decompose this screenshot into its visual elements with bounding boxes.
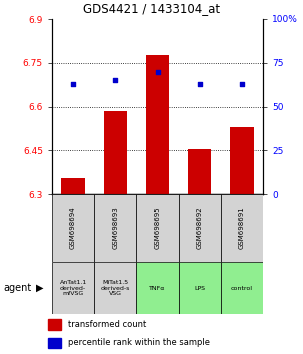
Bar <box>52 194 94 262</box>
Text: GSM698692: GSM698692 <box>197 207 203 249</box>
Text: agent: agent <box>3 283 31 293</box>
Bar <box>94 262 136 314</box>
Text: GSM698695: GSM698695 <box>155 207 161 249</box>
Text: GSM698694: GSM698694 <box>70 207 76 249</box>
Text: GDS4421 / 1433104_at: GDS4421 / 1433104_at <box>83 2 220 16</box>
Bar <box>221 194 263 262</box>
Point <box>155 69 160 74</box>
Bar <box>136 194 178 262</box>
Bar <box>136 262 178 314</box>
Text: AnTat1.1
derived-
mfVSG: AnTat1.1 derived- mfVSG <box>59 280 87 296</box>
Text: LPS: LPS <box>194 285 205 291</box>
Bar <box>230 127 254 194</box>
Text: MiTat1.5
derived-s
VSG: MiTat1.5 derived-s VSG <box>101 280 130 296</box>
Bar <box>221 262 263 314</box>
Text: ▶: ▶ <box>36 283 44 293</box>
Text: TNFα: TNFα <box>149 285 166 291</box>
Point <box>113 78 118 83</box>
Bar <box>188 149 211 194</box>
Point <box>239 81 244 87</box>
Text: control: control <box>231 285 253 291</box>
Bar <box>94 194 136 262</box>
Bar <box>104 111 127 194</box>
Bar <box>48 338 61 348</box>
Text: transformed count: transformed count <box>68 320 146 329</box>
Bar <box>178 262 221 314</box>
Bar <box>62 178 85 194</box>
Bar <box>48 319 61 330</box>
Bar <box>52 262 94 314</box>
Bar <box>146 56 169 194</box>
Text: percentile rank within the sample: percentile rank within the sample <box>68 338 210 347</box>
Point <box>197 81 202 87</box>
Text: GSM698691: GSM698691 <box>239 207 245 249</box>
Bar <box>178 194 221 262</box>
Text: GSM698693: GSM698693 <box>112 207 118 249</box>
Point <box>71 81 75 87</box>
